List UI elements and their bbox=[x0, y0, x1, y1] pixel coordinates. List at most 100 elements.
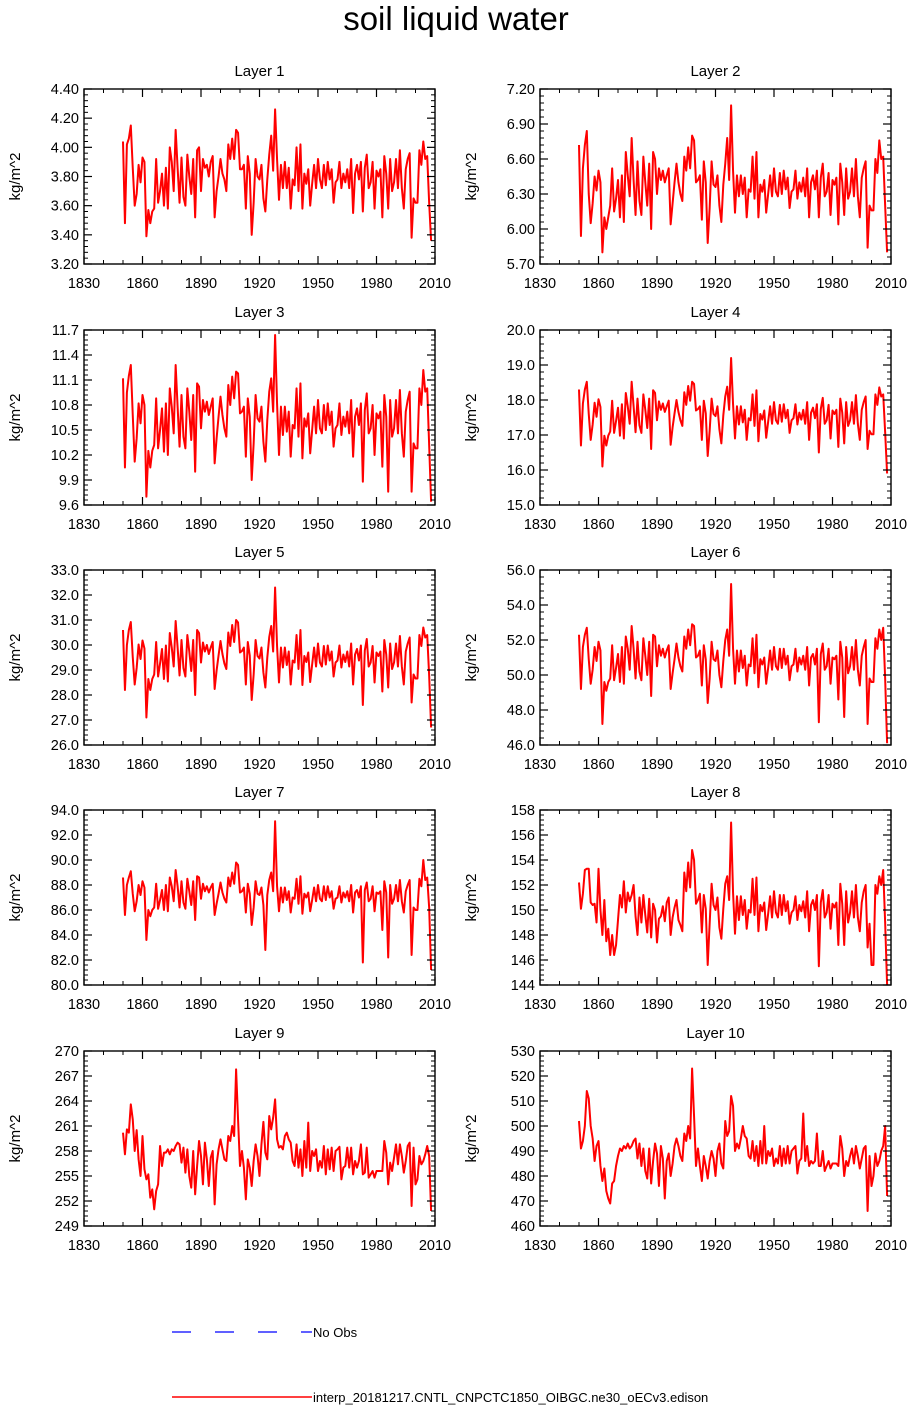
y-tick-label: 258 bbox=[55, 1144, 79, 1160]
chart-panel-layer-5: Layer 5 26.0 27.0 28.0 29.0 30.0 31.0 32.0 33.0 1… bbox=[7, 544, 451, 773]
y-tick-label: 3.60 bbox=[51, 199, 79, 215]
y-tick-label: 19.0 bbox=[507, 358, 535, 374]
y-tick-label: 31.0 bbox=[51, 613, 79, 629]
x-tick-label: 1980 bbox=[360, 997, 392, 1013]
y-tick-label: 30.0 bbox=[51, 638, 79, 654]
y-tick-label: 490 bbox=[511, 1144, 535, 1160]
y-axis-label: kg/m^2 bbox=[463, 1115, 480, 1163]
x-tick-label: 1830 bbox=[524, 757, 556, 773]
x-tick-label: 2010 bbox=[875, 517, 907, 533]
x-tick-label: 2010 bbox=[875, 757, 907, 773]
y-tick-label: 9.6 bbox=[59, 498, 79, 514]
x-tick-label: 1950 bbox=[758, 757, 790, 773]
panel-title: Layer 4 bbox=[690, 304, 740, 321]
x-tick-label: 1890 bbox=[641, 1238, 673, 1254]
chart-panel-layer-2: Layer 2 5.70 6.00 6.30 6.60 6.90 7.20 1830 1860 1… bbox=[463, 63, 907, 292]
y-tick-label: 144 bbox=[511, 978, 535, 994]
panel-title: Layer 2 bbox=[690, 63, 740, 80]
y-tick-label: 4.00 bbox=[51, 140, 79, 156]
y-tick-label: 252 bbox=[55, 1194, 79, 1210]
legend: No Obs interp_20181217.CNTL_CNPCTC1850_O… bbox=[172, 1325, 708, 1405]
x-tick-label: 1830 bbox=[524, 276, 556, 292]
x-tick-label: 1950 bbox=[302, 997, 334, 1013]
y-tick-label: 3.80 bbox=[51, 170, 79, 186]
x-tick-label: 2010 bbox=[875, 1238, 907, 1254]
y-tick-label: 27.0 bbox=[51, 713, 79, 729]
series-line bbox=[122, 108, 433, 241]
y-tick-label: 148 bbox=[511, 928, 535, 944]
y-tick-label: 52.0 bbox=[507, 633, 535, 649]
x-tick-label: 1920 bbox=[699, 1238, 731, 1254]
x-tick-label: 1890 bbox=[641, 757, 673, 773]
y-tick-label: 5.70 bbox=[507, 257, 535, 273]
y-tick-label: 9.9 bbox=[59, 473, 79, 489]
y-tick-label: 146 bbox=[511, 953, 535, 969]
x-tick-label: 1890 bbox=[185, 1238, 217, 1254]
x-tick-label: 1920 bbox=[243, 517, 275, 533]
figure-title: soil liquid water bbox=[343, 0, 569, 37]
y-tick-label: 90.0 bbox=[51, 853, 79, 869]
y-axis-label: kg/m^2 bbox=[7, 153, 24, 201]
x-tick-label: 2010 bbox=[875, 997, 907, 1013]
y-axis-label: kg/m^2 bbox=[7, 1115, 24, 1163]
series-line bbox=[578, 357, 889, 474]
y-tick-label: 86.0 bbox=[51, 903, 79, 919]
x-tick-label: 1980 bbox=[816, 997, 848, 1013]
panel-title: Layer 3 bbox=[234, 304, 284, 321]
x-tick-label: 1890 bbox=[641, 276, 673, 292]
x-tick-label: 1860 bbox=[582, 997, 614, 1013]
y-tick-label: 80.0 bbox=[51, 978, 79, 994]
x-tick-label: 2010 bbox=[419, 1238, 451, 1254]
y-tick-label: 3.20 bbox=[51, 257, 79, 273]
y-tick-label: 530 bbox=[511, 1044, 535, 1060]
y-tick-label: 267 bbox=[55, 1069, 79, 1085]
x-tick-label: 1920 bbox=[699, 276, 731, 292]
x-tick-label: 1980 bbox=[360, 517, 392, 533]
x-tick-label: 1890 bbox=[185, 757, 217, 773]
x-tick-label: 1890 bbox=[185, 997, 217, 1013]
x-tick-label: 1830 bbox=[524, 517, 556, 533]
y-tick-label: 6.90 bbox=[507, 117, 535, 133]
y-tick-label: 11.4 bbox=[52, 348, 79, 364]
x-tick-label: 1920 bbox=[699, 517, 731, 533]
y-tick-label: 16.0 bbox=[507, 463, 535, 479]
y-tick-label: 158 bbox=[511, 803, 535, 819]
y-tick-label: 11.7 bbox=[52, 323, 79, 339]
x-tick-label: 1980 bbox=[816, 276, 848, 292]
x-tick-label: 1950 bbox=[302, 757, 334, 773]
x-tick-label: 1950 bbox=[758, 1238, 790, 1254]
y-axis-label: kg/m^2 bbox=[463, 153, 480, 201]
x-tick-label: 1950 bbox=[302, 276, 334, 292]
y-tick-label: 150 bbox=[511, 903, 535, 919]
y-tick-label: 10.2 bbox=[51, 448, 79, 464]
x-tick-label: 1920 bbox=[699, 997, 731, 1013]
y-tick-label: 152 bbox=[511, 878, 535, 894]
y-tick-label: 10.8 bbox=[51, 398, 79, 414]
panel-title: Layer 6 bbox=[690, 544, 740, 561]
y-tick-label: 33.0 bbox=[51, 563, 79, 579]
x-tick-label: 1890 bbox=[185, 517, 217, 533]
x-tick-label: 1980 bbox=[816, 517, 848, 533]
x-tick-label: 1920 bbox=[243, 276, 275, 292]
y-tick-label: 17.0 bbox=[507, 428, 535, 444]
chart-panel-layer-9: Layer 9 249 252 255 258 261 264 267 270 1830 1860 1… bbox=[7, 1025, 451, 1254]
x-tick-label: 1980 bbox=[360, 1238, 392, 1254]
x-tick-label: 1860 bbox=[126, 276, 158, 292]
y-tick-label: 46.0 bbox=[507, 738, 535, 754]
panel-title: Layer 8 bbox=[690, 784, 740, 801]
y-tick-label: 270 bbox=[55, 1044, 79, 1060]
y-axis-label: kg/m^2 bbox=[7, 874, 24, 922]
chart-panels: Layer 1 3.20 3.40 3.60 3.80 4.00 4.20 4.40 1830 1… bbox=[7, 63, 907, 1254]
x-tick-label: 1950 bbox=[302, 1238, 334, 1254]
y-axis-label: kg/m^2 bbox=[463, 394, 480, 442]
x-tick-label: 1920 bbox=[243, 757, 275, 773]
x-tick-label: 1890 bbox=[641, 997, 673, 1013]
series-line bbox=[122, 1068, 433, 1212]
panel-title: Layer 10 bbox=[686, 1025, 744, 1042]
y-tick-label: 94.0 bbox=[51, 803, 79, 819]
x-tick-label: 1920 bbox=[699, 757, 731, 773]
x-tick-label: 1860 bbox=[582, 517, 614, 533]
y-tick-label: 6.60 bbox=[507, 152, 535, 168]
x-tick-label: 1830 bbox=[68, 276, 100, 292]
x-tick-label: 1980 bbox=[816, 757, 848, 773]
